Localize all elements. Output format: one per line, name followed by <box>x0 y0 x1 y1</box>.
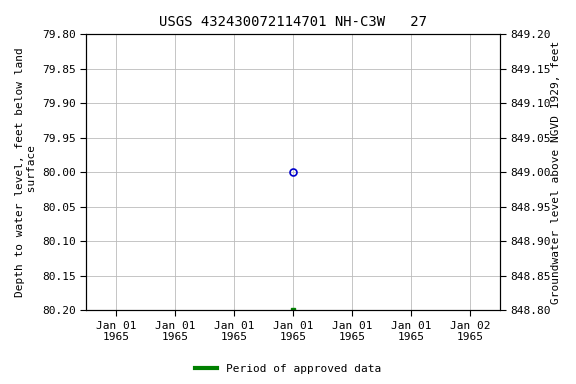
Title: USGS 432430072114701 NH-C3W   27: USGS 432430072114701 NH-C3W 27 <box>159 15 427 29</box>
Legend: Period of approved data: Period of approved data <box>191 359 385 379</box>
Y-axis label: Groundwater level above NGVD 1929, feet: Groundwater level above NGVD 1929, feet <box>551 41 561 304</box>
Y-axis label: Depth to water level, feet below land
 surface: Depth to water level, feet below land su… <box>15 47 37 297</box>
